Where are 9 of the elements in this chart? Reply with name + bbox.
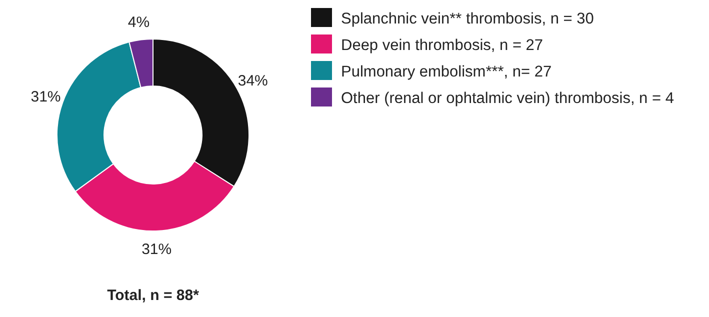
legend-label: Splanchnic vein** thrombosis, n = 30 <box>341 10 594 28</box>
data-label: 34% <box>238 72 268 90</box>
legend-label: Other (renal or ophtalmic vein) thrombosis, n = 4 <box>341 90 674 107</box>
text: Total, n = 88* <box>107 287 200 304</box>
legend-label: Deep vein thrombosis, n = 27 <box>341 36 544 54</box>
data-label: 31% <box>30 88 61 106</box>
data-label: 31% <box>142 241 172 258</box>
data-label: 4% <box>128 14 150 32</box>
legend-label: Pulmonary embolism***, n= 27 <box>341 63 552 80</box>
